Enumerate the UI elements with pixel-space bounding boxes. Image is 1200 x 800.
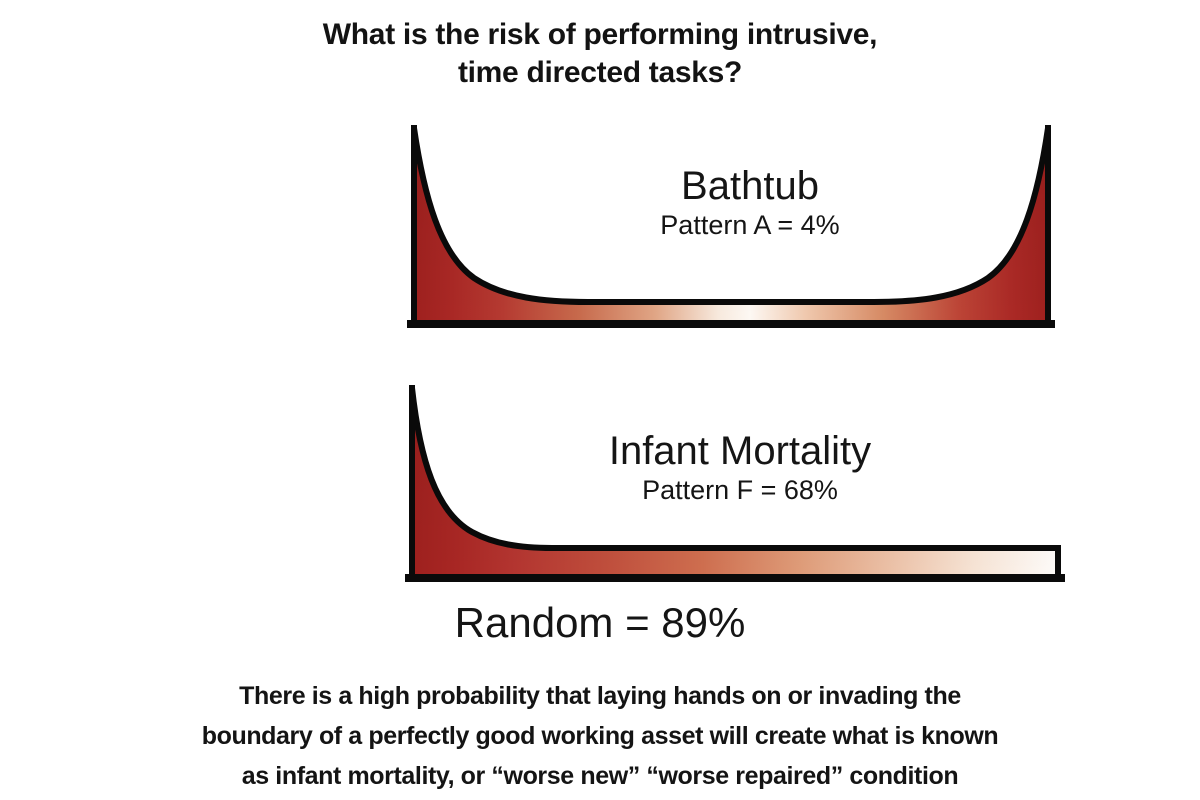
footer-line-1: There is a high probability that laying …	[239, 682, 961, 710]
random-statistic: Random = 89%	[454, 599, 746, 646]
title-line-1: What is the risk of performing intrusive…	[322, 18, 878, 51]
infant-mortality-pattern: Pattern F = 68%	[642, 475, 838, 505]
footer-line-2: boundary of a perfectly good working ass…	[201, 722, 999, 750]
footer-line-3: as infant mortality, or “worse new” “wor…	[241, 762, 959, 790]
title-line-2: time directed tasks?	[457, 56, 743, 89]
bathtub-label-group: Bathtub Pattern A = 4%	[560, 163, 940, 241]
page-title: What is the risk of performing intrusive…	[0, 16, 1200, 92]
bathtub-title: Bathtub	[681, 164, 819, 208]
infant-mortality-label-group: Infant Mortality Pattern F = 68%	[520, 428, 960, 506]
bathtub-pattern: Pattern A = 4%	[660, 210, 840, 240]
infant-mortality-title: Infant Mortality	[608, 429, 872, 473]
footer-paragraph: There is a high probability that laying …	[0, 676, 1200, 796]
